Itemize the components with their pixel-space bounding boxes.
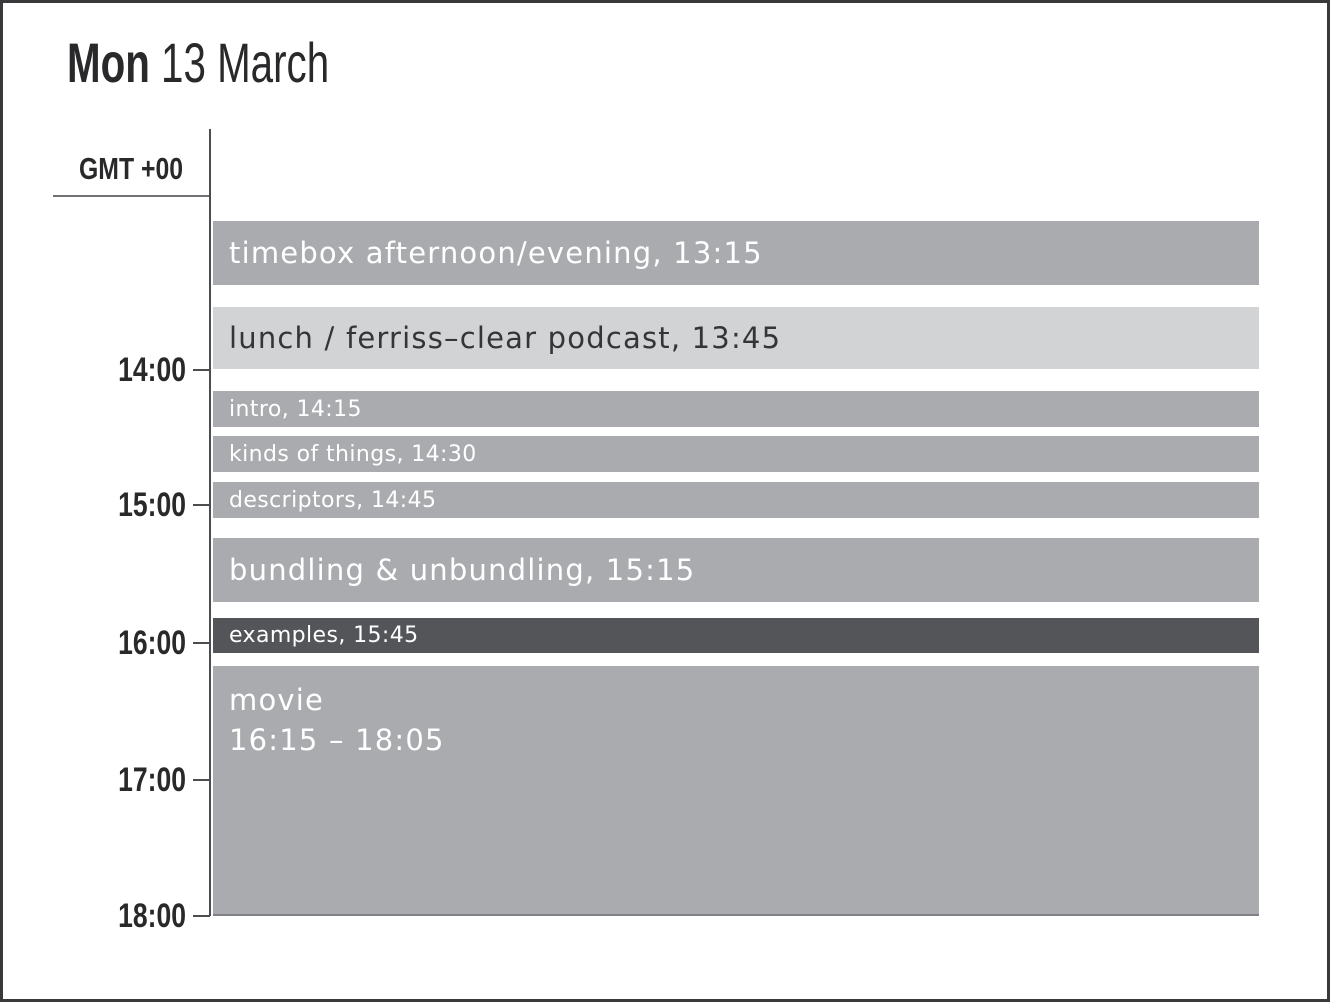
event-title: movie (229, 683, 325, 717)
event-block[interactable]: bundling & unbundling, 15:15 (213, 538, 1259, 602)
event-title: timebox afternoon/evening, 13:15 (229, 236, 763, 270)
event-title: descriptors, 14:45 (229, 487, 437, 513)
hour-tick (193, 642, 210, 644)
event-block[interactable]: lunch / ferriss–clear podcast, 13:45 (213, 307, 1259, 369)
hour-label: 16:00 (118, 624, 186, 662)
event-title: kinds of things, 14:30 (229, 441, 477, 467)
event-block[interactable]: intro, 14:15 (213, 391, 1259, 427)
event-block[interactable]: descriptors, 14:45 (213, 482, 1259, 518)
hour-label: 17:00 (118, 761, 186, 799)
hour-label: 15:00 (118, 486, 186, 524)
time-axis-line (209, 129, 211, 916)
event-title: bundling & unbundling, 15:15 (229, 553, 696, 587)
timezone-label: GMT +00 (53, 149, 210, 197)
date-label: 13 March (161, 31, 330, 94)
event-title: lunch / ferriss–clear podcast, 13:45 (229, 321, 782, 355)
timezone-text: GMT +00 (79, 151, 184, 186)
hour-label: 18:00 (118, 897, 186, 935)
event-block[interactable]: examples, 15:45 (213, 618, 1259, 653)
event-block[interactable]: movie 16:15 – 18:05 (213, 666, 1259, 916)
hour-tick (193, 915, 210, 917)
hour-tick (193, 504, 210, 506)
event-time-range: 16:15 – 18:05 (229, 723, 445, 757)
event-title: examples, 15:45 (229, 623, 419, 648)
hour-tick (193, 369, 210, 371)
event-title: intro, 14:15 (229, 396, 362, 422)
hour-label: 14:00 (118, 351, 186, 389)
weekday-label: Mon (67, 31, 150, 94)
page-title: Mon 13 March (67, 33, 431, 93)
hour-tick (193, 779, 210, 781)
event-block[interactable]: kinds of things, 14:30 (213, 436, 1259, 472)
event-block[interactable]: timebox afternoon/evening, 13:15 (213, 221, 1259, 285)
